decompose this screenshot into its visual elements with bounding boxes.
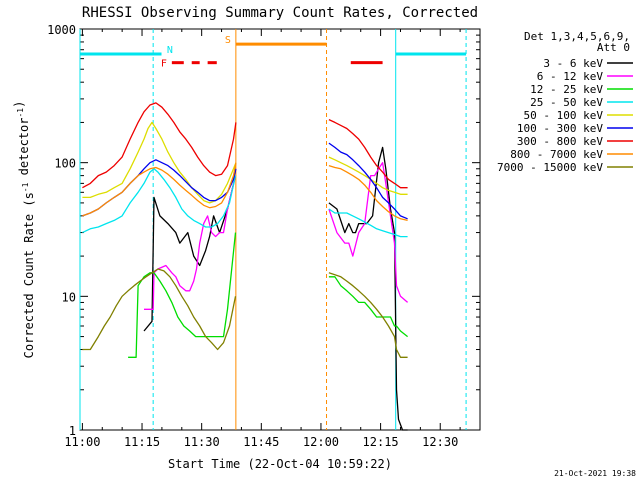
series-line-8 bbox=[82, 268, 408, 358]
y-tick-label: 100 bbox=[54, 157, 76, 171]
legend-header-att: Att 0 bbox=[597, 41, 630, 54]
flag-bars: NF S bbox=[80, 35, 467, 70]
series-lines bbox=[82, 102, 409, 431]
x-tick-label: 11:15 bbox=[124, 435, 160, 449]
plot-frame bbox=[79, 28, 481, 431]
flag-label: N bbox=[167, 45, 173, 56]
legend-label: 7000 - 15000 keV bbox=[497, 161, 603, 174]
vertical-markers bbox=[79, 29, 467, 430]
series-line-3 bbox=[82, 168, 408, 238]
x-axis-label: Start Time (22-Oct-04 10:59:22) bbox=[168, 457, 392, 471]
x-tick-label: 11:00 bbox=[64, 435, 100, 449]
series-line-1 bbox=[144, 162, 409, 310]
series-line-7 bbox=[82, 162, 408, 222]
x-tick-label: 12:30 bbox=[422, 435, 458, 449]
legend-label: 6 - 12 keV bbox=[537, 70, 604, 83]
x-tick-label: 12:00 bbox=[303, 435, 339, 449]
series-line-2 bbox=[128, 232, 409, 358]
x-tick-label: 11:30 bbox=[184, 435, 220, 449]
legend-header: Det 1,3,4,5,6,9, bbox=[524, 30, 630, 43]
footer-date: 21-Oct-2021 19:38 bbox=[554, 469, 636, 478]
series-line-6 bbox=[82, 102, 408, 189]
legend-label: 3 - 6 keV bbox=[543, 57, 603, 70]
legend-label: 300 - 800 keV bbox=[517, 135, 603, 148]
y-tick-label: 1 bbox=[69, 424, 76, 438]
legend-label: 25 - 50 keV bbox=[530, 96, 603, 109]
legend-label: 100 - 300 keV bbox=[517, 122, 603, 135]
chart-title: RHESSI Observing Summary Count Rates, Co… bbox=[82, 5, 478, 21]
x-tick-label: 11:45 bbox=[243, 435, 279, 449]
y-tick-label: 1000 bbox=[47, 23, 76, 37]
series-line-5 bbox=[82, 142, 408, 220]
legend-label: 12 - 25 keV bbox=[530, 83, 603, 96]
flag-label: F bbox=[161, 59, 167, 70]
x-tick-label: 12:15 bbox=[363, 435, 399, 449]
legend-label: 800 - 7000 keV bbox=[510, 148, 603, 161]
series-line-4 bbox=[82, 121, 408, 204]
legend-label: 50 - 100 keV bbox=[524, 109, 604, 122]
flag-label: S bbox=[225, 35, 231, 46]
y-axis-label: Corrected Count Rate (s-1 detector-1) bbox=[12, 101, 36, 359]
y-tick-label: 10 bbox=[62, 290, 76, 304]
axes: 11:00 11:15 11:30 11:45 12:00 12:15 12:30 1 10 10… bbox=[12, 23, 481, 449]
